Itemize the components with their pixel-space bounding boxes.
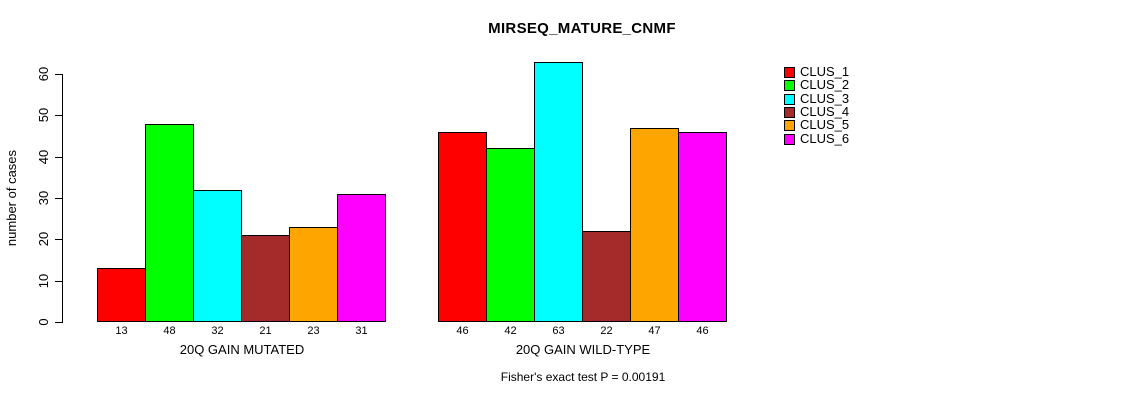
bar-value-label: 31 [355, 325, 368, 337]
bar-clus_1-group2 [438, 132, 487, 322]
bar-clus_2-group2 [486, 148, 535, 322]
y-tick-mark [55, 239, 62, 240]
y-tick-label: 60 [36, 66, 51, 82]
legend-color-swatch-clus_1 [784, 66, 795, 78]
legend-item: CLUS_1 [784, 64, 850, 79]
x-axis-group-label: 20Q GAIN WILD-TYPE [515, 342, 651, 357]
bar-clus_1-group1 [97, 268, 146, 322]
legend-item: CLUS_5 [784, 117, 850, 132]
x-axis-group-label: 20Q GAIN MUTATED [179, 342, 305, 357]
y-axis-line [62, 74, 63, 323]
bar-value-label: 46 [456, 325, 469, 337]
y-axis-label: number of cases [4, 149, 19, 247]
y-tick-mark [55, 157, 62, 158]
bar-value-label: 47 [648, 325, 661, 337]
legend-item-label: CLUS_1 [800, 64, 850, 79]
legend-item: CLUS_6 [784, 131, 850, 146]
bar-clus_4-group2 [582, 231, 631, 322]
y-tick-label: 50 [36, 107, 51, 123]
legend-color-swatch-clus_6 [784, 133, 795, 145]
y-tick-label: 40 [36, 149, 51, 165]
legend-item: CLUS_4 [784, 104, 850, 119]
y-tick-mark [55, 115, 62, 116]
bar-clus_5-group1 [289, 227, 338, 322]
legend-item-label: CLUS_2 [800, 77, 850, 92]
bar-value-label: 46 [696, 325, 709, 337]
y-tick-label: 20 [36, 231, 51, 247]
y-tick-mark [55, 281, 62, 282]
y-tick-label: 10 [36, 273, 51, 289]
legend-color-swatch-clus_3 [784, 93, 795, 105]
bar-value-label: 63 [552, 325, 565, 337]
fisher-test-annotation: Fisher's exact test P = 0.00191 [500, 370, 666, 384]
bar-clus_6-group2 [678, 132, 727, 322]
legend-item: CLUS_3 [784, 91, 850, 106]
bar-value-label: 13 [115, 325, 128, 337]
legend-item: CLUS_2 [784, 77, 850, 92]
bar-clus_4-group1 [241, 235, 290, 322]
legend-item-label: CLUS_5 [800, 117, 850, 132]
y-tick-mark [55, 198, 62, 199]
legend-color-swatch-clus_2 [784, 79, 795, 91]
bar-value-label: 32 [211, 325, 224, 337]
bar-clus_6-group1 [337, 194, 386, 322]
legend-item-label: CLUS_6 [800, 131, 850, 146]
y-tick-label: 0 [36, 318, 51, 326]
y-tick-mark [55, 322, 62, 323]
chart-title: MIRSEQ_MATURE_CNMF [488, 20, 676, 37]
bar-value-label: 48 [163, 325, 176, 337]
y-tick-label: 30 [36, 190, 51, 206]
legend-item-label: CLUS_4 [800, 104, 850, 119]
bar-clus_3-group1 [193, 190, 242, 322]
bar-clus_3-group2 [534, 62, 583, 322]
bar-clus_5-group2 [630, 128, 679, 322]
y-tick-mark [55, 74, 62, 75]
legend-color-swatch-clus_5 [784, 119, 795, 131]
legend-item-label: CLUS_3 [800, 91, 850, 106]
bar-value-label: 42 [504, 325, 517, 337]
bar-value-label: 21 [259, 325, 272, 337]
bar-value-label: 22 [600, 325, 613, 337]
bar-clus_2-group1 [145, 124, 194, 322]
bar-value-label: 23 [307, 325, 320, 337]
legend-color-swatch-clus_4 [784, 106, 795, 118]
